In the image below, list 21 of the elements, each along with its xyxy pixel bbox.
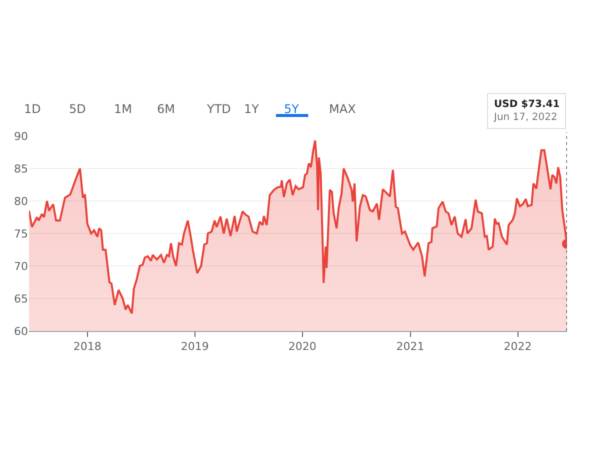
text: 1Y	[244, 102, 260, 116]
text: YTD	[206, 102, 231, 116]
text: 1M	[114, 102, 132, 116]
x-tick-label: 2018	[73, 340, 102, 354]
text: 5D	[69, 102, 86, 116]
y-tick-label: 90	[14, 130, 28, 143]
x-tick-label: 2020	[288, 340, 316, 354]
y-tick-label: 70	[14, 260, 28, 273]
text: MAX	[329, 102, 356, 116]
text: 5Y	[284, 102, 300, 116]
x-tick-label: 2019	[180, 340, 209, 354]
y-tick-label: 85	[14, 162, 28, 176]
y-tick-label: 80	[14, 194, 28, 208]
text: 1D	[24, 102, 41, 116]
y-tick-label: 60	[14, 324, 28, 338]
x-tick-label: 2022	[504, 340, 532, 354]
text: USD $73.41 Jun 17, 2022	[493, 99, 560, 123]
y-tick-label: 65	[14, 292, 28, 306]
y-tick-label: 75	[14, 227, 28, 240]
text: 6M	[157, 102, 175, 116]
x-tick-label: 2021	[396, 340, 424, 354]
